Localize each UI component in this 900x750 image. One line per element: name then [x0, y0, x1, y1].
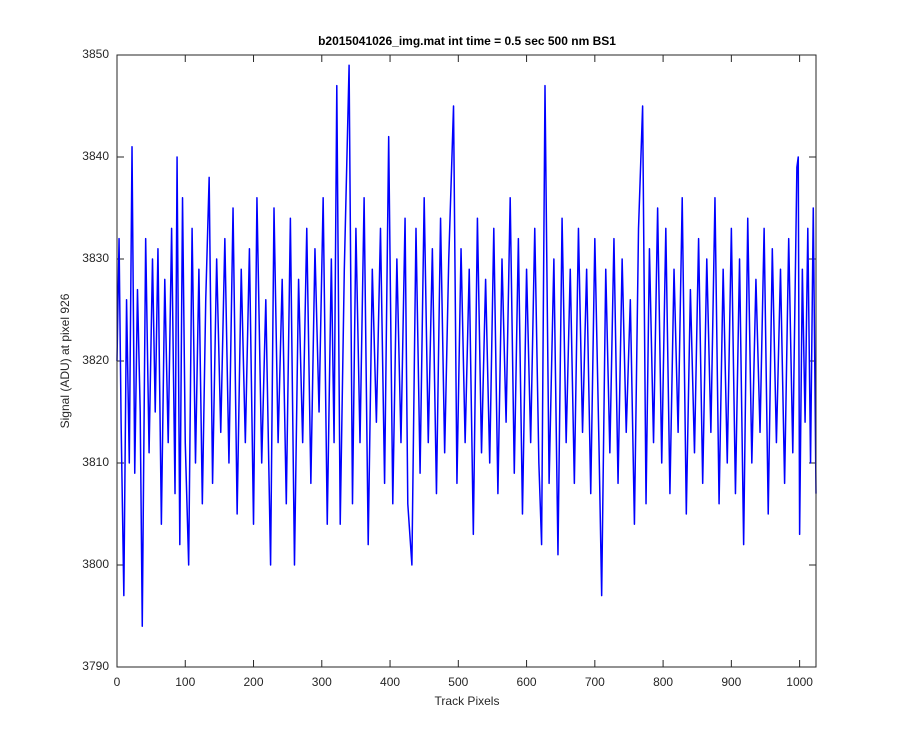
y-tick-label: 3790: [82, 659, 109, 673]
x-tick-label: 1000: [786, 675, 813, 689]
x-axis-label: Track Pixels: [435, 694, 500, 708]
y-tick-label: 3810: [82, 455, 109, 469]
x-tick-label: 700: [585, 675, 605, 689]
y-tick-label: 3840: [82, 149, 109, 163]
y-axis-label: Signal (ADU) at pixel 926: [58, 293, 72, 428]
x-tick-label: 100: [175, 675, 195, 689]
chart-title: b2015041026_img.mat int time = 0.5 sec 5…: [318, 34, 616, 48]
y-tick-label: 3800: [82, 557, 109, 571]
y-tick-label: 3830: [82, 251, 109, 265]
x-tick-label: 800: [653, 675, 673, 689]
x-tick-label: 500: [448, 675, 468, 689]
y-tick-label: 3820: [82, 353, 109, 367]
x-tick-label: 900: [721, 675, 741, 689]
x-tick-label: 0: [114, 675, 121, 689]
x-tick-label: 300: [312, 675, 332, 689]
data-line: [116, 64, 817, 627]
x-tick-label: 200: [244, 675, 264, 689]
y-tick-label: 3850: [82, 47, 109, 61]
plot-frame: [116, 54, 817, 668]
x-tick-label: 400: [380, 675, 400, 689]
x-tick-label: 600: [517, 675, 537, 689]
